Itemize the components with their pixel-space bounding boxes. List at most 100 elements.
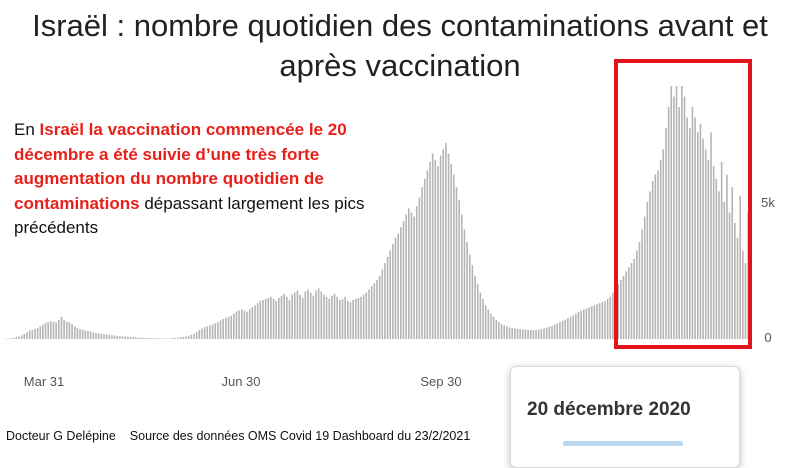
bar (524, 329, 527, 339)
bar (214, 323, 217, 339)
bar (20, 335, 23, 339)
bar (596, 304, 598, 339)
bar (262, 300, 264, 339)
bar (267, 297, 270, 339)
bar (482, 298, 484, 339)
bar (654, 174, 657, 339)
bar (386, 256, 389, 339)
bar (569, 316, 572, 339)
bar (76, 328, 79, 339)
bar (450, 164, 452, 339)
bar (336, 296, 338, 339)
annotation-prefix: En (14, 120, 40, 139)
bar (718, 191, 720, 339)
bar (702, 138, 704, 339)
bar (712, 166, 715, 339)
bar (545, 327, 548, 339)
bar (317, 288, 320, 339)
bar (397, 233, 399, 339)
bar (169, 338, 171, 339)
bar (259, 301, 262, 339)
bar (681, 86, 683, 339)
bar (585, 308, 588, 339)
bar (620, 279, 622, 339)
y-tick-label-0: 0 (764, 330, 771, 345)
bar (166, 338, 169, 339)
bar (206, 326, 209, 339)
bar (100, 333, 103, 339)
x-tick-label-mar-31: Mar 31 (24, 374, 64, 389)
bar (50, 321, 52, 339)
bar (339, 300, 341, 339)
bar (659, 159, 662, 339)
bar (622, 275, 625, 339)
bar (55, 322, 57, 340)
bar (174, 337, 177, 339)
bar (389, 250, 392, 339)
bar (429, 161, 431, 339)
bar (580, 310, 582, 339)
bar (453, 174, 455, 339)
bar (633, 258, 635, 339)
bar (145, 337, 148, 339)
bar (471, 265, 474, 339)
bar (564, 319, 566, 339)
bar (225, 317, 227, 339)
bar (739, 195, 741, 339)
bar (707, 159, 710, 339)
bar (39, 326, 42, 339)
bar (105, 334, 108, 339)
bar (248, 309, 251, 339)
bar (187, 335, 190, 339)
bar (153, 338, 156, 339)
bar (567, 318, 569, 339)
bar (288, 300, 291, 339)
bar (354, 298, 357, 339)
bar (479, 292, 482, 339)
bar (474, 275, 476, 339)
bar (720, 161, 723, 339)
bar (503, 325, 506, 339)
bar (487, 309, 490, 339)
vaccination-period-highlight-box (614, 59, 752, 349)
bar (164, 338, 166, 339)
bar (617, 284, 620, 339)
bar (490, 313, 492, 339)
bar (357, 297, 360, 339)
bar (407, 208, 410, 339)
bar (625, 271, 627, 339)
bar (551, 325, 553, 339)
bar (97, 333, 100, 339)
bar (649, 191, 651, 339)
bar (612, 292, 614, 339)
bar (673, 96, 675, 339)
bar (415, 206, 418, 339)
bar (728, 212, 731, 339)
bar (278, 297, 280, 339)
bar (7, 338, 10, 340)
bar (731, 187, 734, 339)
bar (177, 337, 179, 340)
bar (601, 302, 604, 339)
bar (179, 337, 182, 339)
bar (508, 327, 511, 339)
tooltip-value-partial (563, 441, 683, 446)
bar (31, 329, 34, 339)
bar (590, 306, 593, 339)
bar (434, 159, 437, 339)
bar (233, 313, 235, 339)
bar (309, 292, 312, 339)
bar (598, 303, 601, 339)
bar (126, 336, 129, 339)
bar (323, 294, 325, 339)
bar (628, 267, 630, 339)
date-tooltip: 20 décembre 2020 (510, 366, 740, 468)
bar (461, 214, 463, 339)
bar (203, 327, 206, 339)
bar (60, 316, 63, 339)
bar (723, 201, 726, 339)
bar (84, 330, 87, 339)
bar (129, 336, 132, 339)
bar (103, 334, 105, 339)
bar (119, 336, 121, 339)
